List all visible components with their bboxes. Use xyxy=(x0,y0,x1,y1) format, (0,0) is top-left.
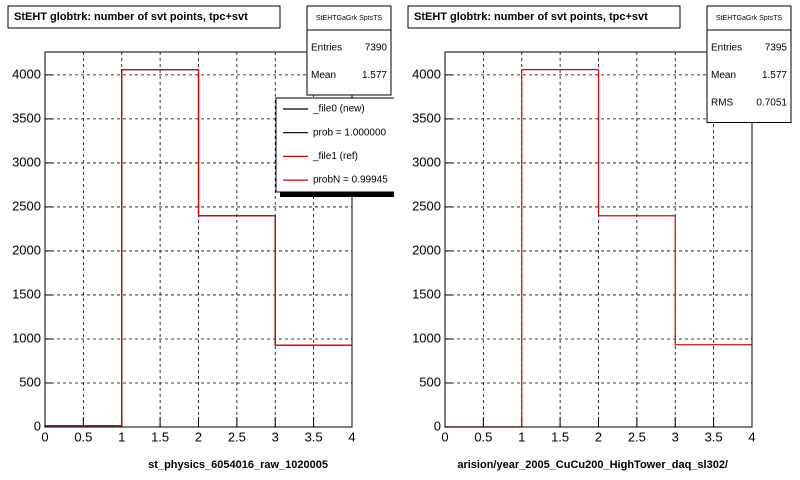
x-tick-label: 3 xyxy=(672,429,679,444)
chart-pad: 0 500 1000 1500 2000 2500 3000 3500 4000 0 0.5 1 1.5… xyxy=(407,5,792,471)
y-tick-label: 2000 xyxy=(412,242,441,257)
stats-label: RMS xyxy=(711,98,734,109)
x-axis-label: st_physics_6054016_raw_1020005 xyxy=(148,459,328,471)
y-tick-label: 1500 xyxy=(412,286,441,301)
histogram-bin xyxy=(197,69,276,217)
x-tick-label: 1 xyxy=(518,429,525,444)
stats-label: Mean xyxy=(311,70,336,81)
title-box xyxy=(7,5,281,29)
y-tick-label: 2500 xyxy=(12,198,41,213)
histogram-bin xyxy=(521,69,599,427)
x-tick-label: 3 xyxy=(272,429,279,444)
histogram-bin xyxy=(121,69,199,426)
y-tick-label: 3000 xyxy=(12,154,41,169)
histogram-bin xyxy=(597,69,676,217)
chart-pad: 0 500 1000 1500 2000 2500 3000 3500 4000 0 0.5 1 1.5… xyxy=(7,5,394,471)
chart-title: StEHT globtrk: number of svt points, tpc… xyxy=(14,11,248,23)
stats-value: 1.577 xyxy=(362,70,387,81)
x-tick-label: 0 xyxy=(41,429,48,444)
y-tick-label: 4000 xyxy=(12,66,41,81)
y-tick-label: 3500 xyxy=(12,110,41,125)
stats-title: StEHTGaGrk SptsTS xyxy=(316,15,382,22)
legend-label: _file0 (new) xyxy=(312,104,365,115)
plot-frame-border xyxy=(44,51,353,428)
legend-label: _file1 (ref) xyxy=(312,151,358,162)
histogram-bin xyxy=(274,215,352,346)
y-tick-label: 0 xyxy=(34,418,41,433)
stats-value: 7395 xyxy=(765,43,788,54)
legend-label: probN = 0.99945 xyxy=(313,175,388,186)
stats-label: Entries xyxy=(311,43,342,54)
x-tick-label: 0.5 xyxy=(474,429,492,444)
y-tick-label: 1000 xyxy=(412,330,441,345)
legend-label: prob = 1.000000 xyxy=(313,127,387,138)
y-tick-label: 3500 xyxy=(412,110,441,125)
x-tick-label: 2.5 xyxy=(628,429,646,444)
stats-title: StEHTGaGrk SptsTS xyxy=(716,15,782,22)
x-tick-label: 2.5 xyxy=(228,429,246,444)
x-axis-label: arision/year_2005_CuCu200_HighTower_daq_… xyxy=(457,459,728,471)
y-tick-label: 4000 xyxy=(412,66,441,81)
plot-frame-border xyxy=(444,51,753,428)
stats-label: Mean xyxy=(711,70,736,81)
x-tick-label: 1.5 xyxy=(151,429,169,444)
stats-value: 7390 xyxy=(365,43,388,54)
y-tick-label: 500 xyxy=(19,374,41,389)
legend-box xyxy=(275,97,394,193)
y-tick-label: 2500 xyxy=(412,198,441,213)
histogram-bin xyxy=(674,215,752,346)
stats-label: Entries xyxy=(711,43,742,54)
x-tick-label: 3.5 xyxy=(305,429,323,444)
y-tick-label: 500 xyxy=(419,374,441,389)
x-tick-label: 1.5 xyxy=(551,429,569,444)
x-tick-label: 0.5 xyxy=(74,429,92,444)
stats-box xyxy=(706,5,792,123)
y-tick-label: 3000 xyxy=(412,154,441,169)
y-tick-label: 1500 xyxy=(12,286,41,301)
x-tick-label: 4 xyxy=(348,429,355,444)
x-tick-label: 0 xyxy=(441,429,448,444)
chart-title: StEHT globtrk: number of svt points, tpc… xyxy=(414,11,648,23)
stats-value: 1.577 xyxy=(762,70,787,81)
x-tick-label: 1 xyxy=(118,429,125,444)
y-tick-label: 0 xyxy=(434,418,441,433)
x-tick-label: 2 xyxy=(195,429,202,444)
y-tick-label: 1000 xyxy=(12,330,41,345)
title-box xyxy=(407,5,681,29)
stats-value: 0.7051 xyxy=(756,98,787,109)
y-tick-label: 2000 xyxy=(12,242,41,257)
x-tick-label: 2 xyxy=(595,429,602,444)
x-tick-label: 4 xyxy=(748,429,755,444)
x-tick-label: 3.5 xyxy=(705,429,723,444)
stats-box xyxy=(306,5,392,96)
